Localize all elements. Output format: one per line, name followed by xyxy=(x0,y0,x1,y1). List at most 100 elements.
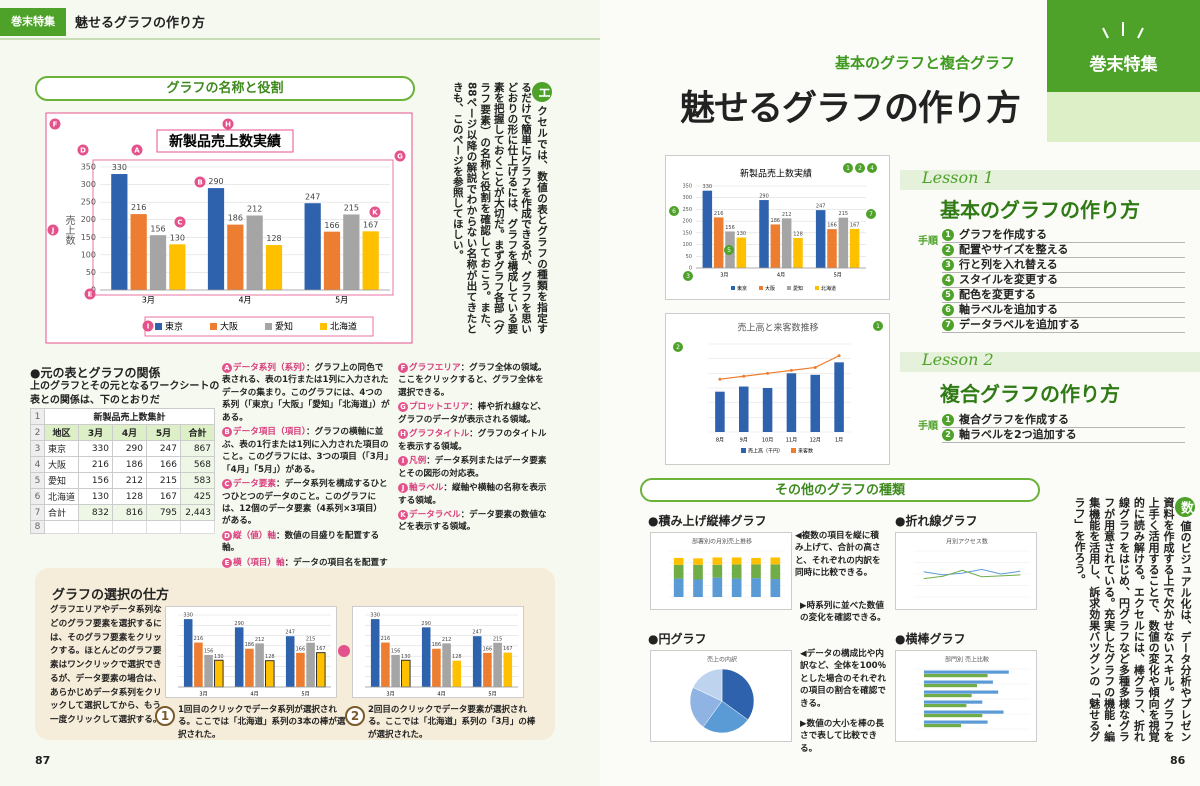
definition-term: グラフタイトル xyxy=(409,429,470,440)
legend-swatch xyxy=(320,323,327,330)
definition-text: ：データ要素の数値などを表示する領域。 xyxy=(398,509,547,533)
data-label: 290 xyxy=(234,621,244,627)
data-label: 186 xyxy=(432,642,442,648)
data-label: 166 xyxy=(324,221,339,230)
callout-dot xyxy=(222,118,234,130)
cell: 156 xyxy=(78,472,113,489)
step-text: 2回目のクリックでデータ要素が選択される。ここでは「北海道」系列の「3月」の棒が… xyxy=(368,705,536,740)
step-number: 3 xyxy=(942,259,954,271)
feature-tag: 巻末特集 xyxy=(1089,55,1158,75)
callout-letter: A xyxy=(134,147,140,155)
legend-swatch xyxy=(731,286,735,290)
header-cell: 3月 xyxy=(78,424,113,441)
cell: 290 xyxy=(112,440,147,457)
chart-type-name: ●円グラフ xyxy=(648,632,707,646)
bar xyxy=(432,648,441,687)
line-point xyxy=(837,354,841,358)
chart-type-note: ▶数値の大小を棒の長さで表して比較できる。 xyxy=(800,719,884,754)
cell: 大阪 xyxy=(44,456,79,473)
definition-text: ：棒や折れ線など、グラフのデータが表示される領域。 xyxy=(398,402,547,425)
step: 1 複合グラフを作成する xyxy=(942,413,1185,428)
x-tick-label: 9月 xyxy=(740,438,748,444)
row-number: 2 xyxy=(30,424,45,441)
data-label: 330 xyxy=(112,163,127,172)
relation-heading: ●元の表とグラフの関係 xyxy=(30,366,161,380)
row: 5 愛知 156 212 215 583 xyxy=(30,472,215,489)
y-tick-label: 150 xyxy=(81,233,96,242)
definition-letter: A xyxy=(222,363,232,373)
x-tick-label: 11月 xyxy=(786,438,797,444)
definition: C データ要素：データ系列を構成するひとつひとつのデータのこと。このグラフには、1… xyxy=(222,478,390,528)
bar-segment xyxy=(712,577,723,597)
callout-letter: I xyxy=(147,323,150,331)
row: 6 北海道 130 128 167 425 xyxy=(30,488,215,505)
pie-slice xyxy=(692,668,723,702)
data-label: 290 xyxy=(421,621,431,627)
definition-term: 軸ラベル xyxy=(409,483,444,494)
bar xyxy=(924,674,988,678)
row: 3 東京 330 290 247 867 xyxy=(30,440,215,457)
bar xyxy=(924,710,1004,714)
bar xyxy=(762,388,773,432)
bar-segment xyxy=(770,579,781,597)
step: 1 グラフを作成する xyxy=(942,228,1185,243)
y-tick-label: 0 xyxy=(689,266,692,272)
main-chart: 新製品売上数実績売上数0501001502002503003503月330216… xyxy=(45,112,413,344)
cell: 愛知 xyxy=(44,472,79,489)
pie-slice xyxy=(721,668,755,721)
bar-segment xyxy=(751,578,761,597)
bar xyxy=(924,684,977,688)
callout-letter: F xyxy=(53,121,58,129)
bar xyxy=(194,642,203,687)
steps-label: 手順 xyxy=(918,236,938,247)
x-tick-label: 5月 xyxy=(834,273,842,279)
definition: I 凡例：データ系列またはデータ要素とその図形の対応表。 xyxy=(398,455,550,480)
step-number: 5 xyxy=(942,289,954,301)
bar xyxy=(715,391,725,432)
definition-text: ：グラフの横軸に並ぶ、表の1行または1列に入力された項目のこと。このグラフには、… xyxy=(222,427,389,475)
line xyxy=(719,355,840,380)
cell: 795 xyxy=(146,504,181,521)
bar xyxy=(255,643,264,687)
definition-letter: E xyxy=(222,557,232,568)
section-heading: その他のグラフの種類 xyxy=(640,478,1040,502)
data-label: 186 xyxy=(771,218,781,224)
cell: 330 xyxy=(78,440,113,457)
cell: 425 xyxy=(180,488,215,505)
chart-type-note: ◀複数の項目を縦に積み上げて、合計の高さと、それぞれの内訳を同時に比較できる。 xyxy=(795,531,881,579)
badge xyxy=(673,342,683,352)
y-tick-label: 300 xyxy=(81,180,96,189)
data-label: 215 xyxy=(344,204,359,213)
bar-segment xyxy=(731,564,742,579)
callout-letter: G xyxy=(397,153,403,161)
bar-segment xyxy=(770,564,781,580)
bar xyxy=(786,373,797,432)
definition: A データ系列（系列）：グラフ上の同色で表される、表の1行または1列に入力されたデ… xyxy=(222,362,390,424)
bar xyxy=(924,690,999,694)
header-cell: 合計 xyxy=(180,424,215,441)
row-number: 7 xyxy=(30,504,45,521)
bar xyxy=(370,619,380,687)
bar xyxy=(713,217,724,268)
row-number: 4 xyxy=(30,456,45,473)
y-tick-label: 50 xyxy=(686,254,692,260)
definition: D 縦（値）軸：数値の目盛りを配置する軸。 xyxy=(222,530,390,555)
data-label: 330 xyxy=(370,613,380,619)
legend-label: 北海道 xyxy=(821,285,836,292)
step-text: 行と列を入れ替える xyxy=(959,258,1058,271)
chart-title: 売上高と来客数推移 xyxy=(737,322,818,334)
bar xyxy=(265,245,283,290)
callout-letter: B xyxy=(197,179,202,187)
data-label: 186 xyxy=(228,214,243,223)
definitions-a: A データ系列（系列）：グラフ上の同色で表される、表の1行または1列に入力されたデ… xyxy=(222,362,390,584)
page-number: 86 xyxy=(1170,754,1186,767)
cell xyxy=(78,520,113,534)
badge xyxy=(669,206,679,216)
sparkle xyxy=(1102,22,1144,39)
bar xyxy=(834,362,844,432)
lesson2-steps: 1 複合グラフを作成する 2 軸ラベルを2つ追加する xyxy=(942,413,1185,443)
data-label: 212 xyxy=(782,212,792,218)
definition-text: ：データ系列を構成するひとつひとつのデータのこと。このグラフには、12個のデータ… xyxy=(222,479,388,527)
data-label: 215 xyxy=(839,211,849,217)
